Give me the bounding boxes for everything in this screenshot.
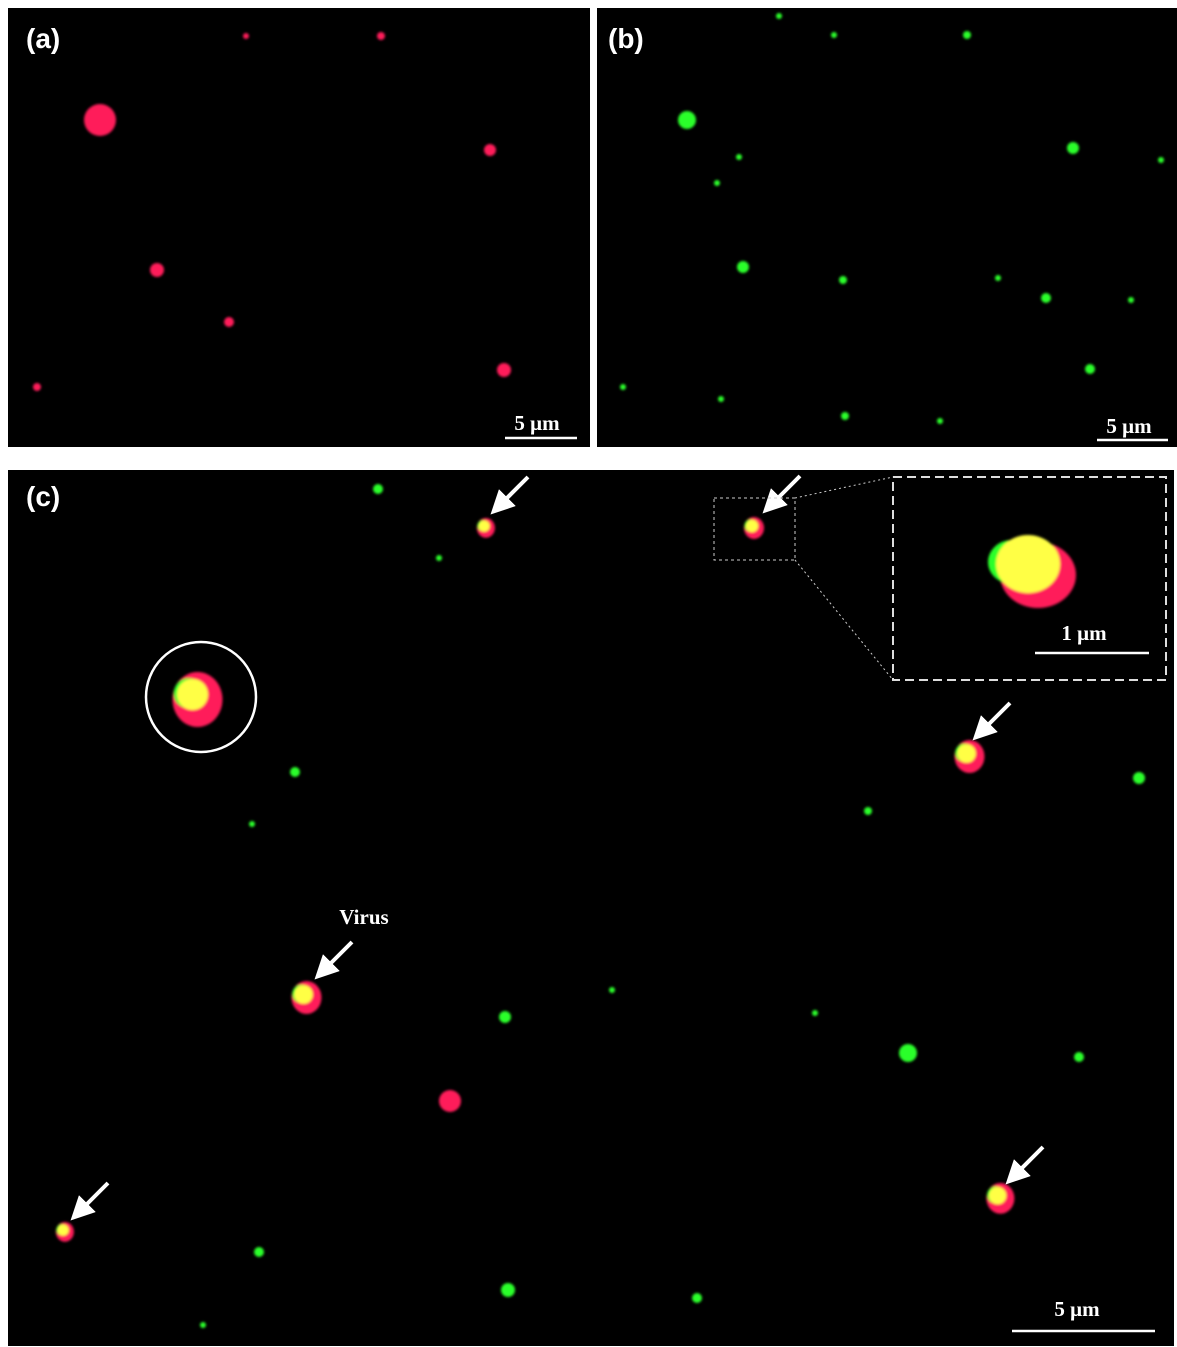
particle [995,275,1001,281]
particle [746,520,758,532]
particle [1067,142,1079,154]
particle [377,32,385,40]
particle [58,1225,69,1236]
particle [736,154,742,160]
particle [1041,293,1051,303]
panel-a [8,8,590,447]
particle [899,1044,917,1062]
particle [373,484,383,494]
particle [1085,364,1095,374]
particle [290,767,300,777]
particle [150,263,164,277]
particle [254,1247,264,1257]
particle [436,555,442,561]
particle [678,111,696,129]
particle [243,33,249,39]
particle [776,13,782,19]
particle [224,317,234,327]
particle [1128,297,1134,303]
particle [484,144,496,156]
particle [501,1283,515,1297]
particle [841,412,849,420]
scale-bar-label: 5 μm [1054,1297,1100,1321]
particle [937,418,943,424]
particle [718,396,724,402]
particle [479,521,490,532]
particle [497,363,511,377]
scale-bar-label: 5 μm [1106,414,1152,438]
particle [177,679,208,710]
particle [831,32,837,38]
particle [989,1187,1006,1204]
particle [499,1011,511,1023]
particle [1074,1052,1084,1062]
particle [439,1090,461,1112]
panel-label: (b) [608,23,644,54]
particle [714,180,720,186]
scale-bar-label: 1 μm [1061,621,1107,645]
panel-label: (a) [26,23,60,54]
particle [839,276,847,284]
particle [294,985,313,1004]
panel-label: (c) [26,481,60,512]
particle [963,31,971,39]
particle [249,821,255,827]
figure: (a) (b) (c) 5 μm 5 μm 5 μm 1 μm Virus [0,0,1177,1347]
particle [692,1293,702,1303]
particle [864,807,872,815]
scale-bar-label: 5 μm [514,411,560,435]
particle [33,383,41,391]
particle [200,1322,206,1328]
particle [1158,157,1164,163]
particle [737,261,749,273]
particle [812,1010,818,1016]
annotation: Virus [339,905,388,929]
particle [957,744,976,763]
particle [620,384,626,390]
panel-b [597,8,1177,447]
particle [84,104,116,136]
particle [609,987,615,993]
particle [1133,772,1145,784]
